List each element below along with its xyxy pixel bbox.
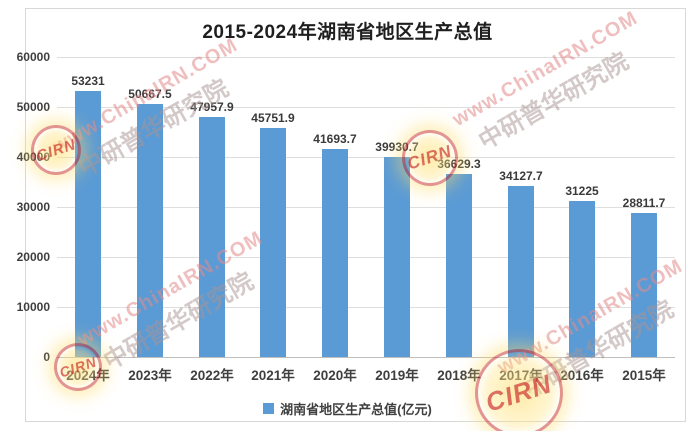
bar-2024年 xyxy=(75,91,101,357)
bar-2017年 xyxy=(508,186,534,357)
bar-2016年 xyxy=(569,201,595,357)
x-axis-tick-label: 2021年 xyxy=(251,368,295,383)
bar-2020年 xyxy=(322,149,348,357)
x-axis-tick-label: 2016年 xyxy=(560,368,604,383)
chart-title: 2015-2024年湖南省地区生产总值 xyxy=(202,22,493,43)
x-axis-tick-label: 2022年 xyxy=(190,368,234,383)
bar-value-label: 31225 xyxy=(565,184,599,198)
y-axis-tick-label: 60000 xyxy=(16,50,50,64)
bar-2023年 xyxy=(137,104,163,357)
bar-2019年 xyxy=(384,157,410,357)
y-axis-tick-label: 30000 xyxy=(16,200,50,214)
bar-value-label: 47957.9 xyxy=(190,100,234,114)
x-axis-line xyxy=(57,357,675,358)
bar-value-label: 34127.7 xyxy=(499,169,543,183)
gridline xyxy=(57,207,675,208)
legend-marker-swatch xyxy=(263,403,275,414)
gridline xyxy=(57,157,675,158)
x-axis-tick-label: 2017年 xyxy=(499,368,543,383)
y-axis-tick-label: 40000 xyxy=(16,150,50,164)
gridline xyxy=(57,107,675,108)
bar-2021年 xyxy=(260,128,286,357)
gridline xyxy=(57,257,675,258)
gridline xyxy=(57,57,675,58)
y-axis-tick-label: 20000 xyxy=(16,250,50,264)
bar-value-label: 28811.7 xyxy=(622,196,666,210)
bar-2018年 xyxy=(446,174,472,357)
legend-label: 湖南省地区生产总值(亿元) xyxy=(280,402,432,417)
y-axis-tick-label: 10000 xyxy=(16,300,50,314)
gridline xyxy=(57,307,675,308)
y-axis-tick-label: 0 xyxy=(43,350,50,364)
bar-value-label: 45751.9 xyxy=(251,111,295,125)
bar-value-label: 53231 xyxy=(71,74,105,88)
x-axis-tick-label: 2015年 xyxy=(622,368,666,383)
x-axis-tick-label: 2024年 xyxy=(66,368,110,383)
bar-value-label: 50667.5 xyxy=(128,87,172,101)
x-axis-tick-label: 2020年 xyxy=(313,368,357,383)
bar-value-label: 39930.7 xyxy=(375,140,419,154)
y-axis-tick-label: 50000 xyxy=(16,100,50,114)
x-axis-tick-label: 2018年 xyxy=(437,368,481,383)
bar-2022年 xyxy=(199,117,225,357)
bar-value-label: 41693.7 xyxy=(313,132,357,146)
bar-2015年 xyxy=(631,213,657,357)
x-axis-tick-label: 2023年 xyxy=(128,368,172,383)
legend: 湖南省地区生产总值(亿元) xyxy=(0,399,695,418)
x-axis-tick-label: 2019年 xyxy=(375,368,419,383)
